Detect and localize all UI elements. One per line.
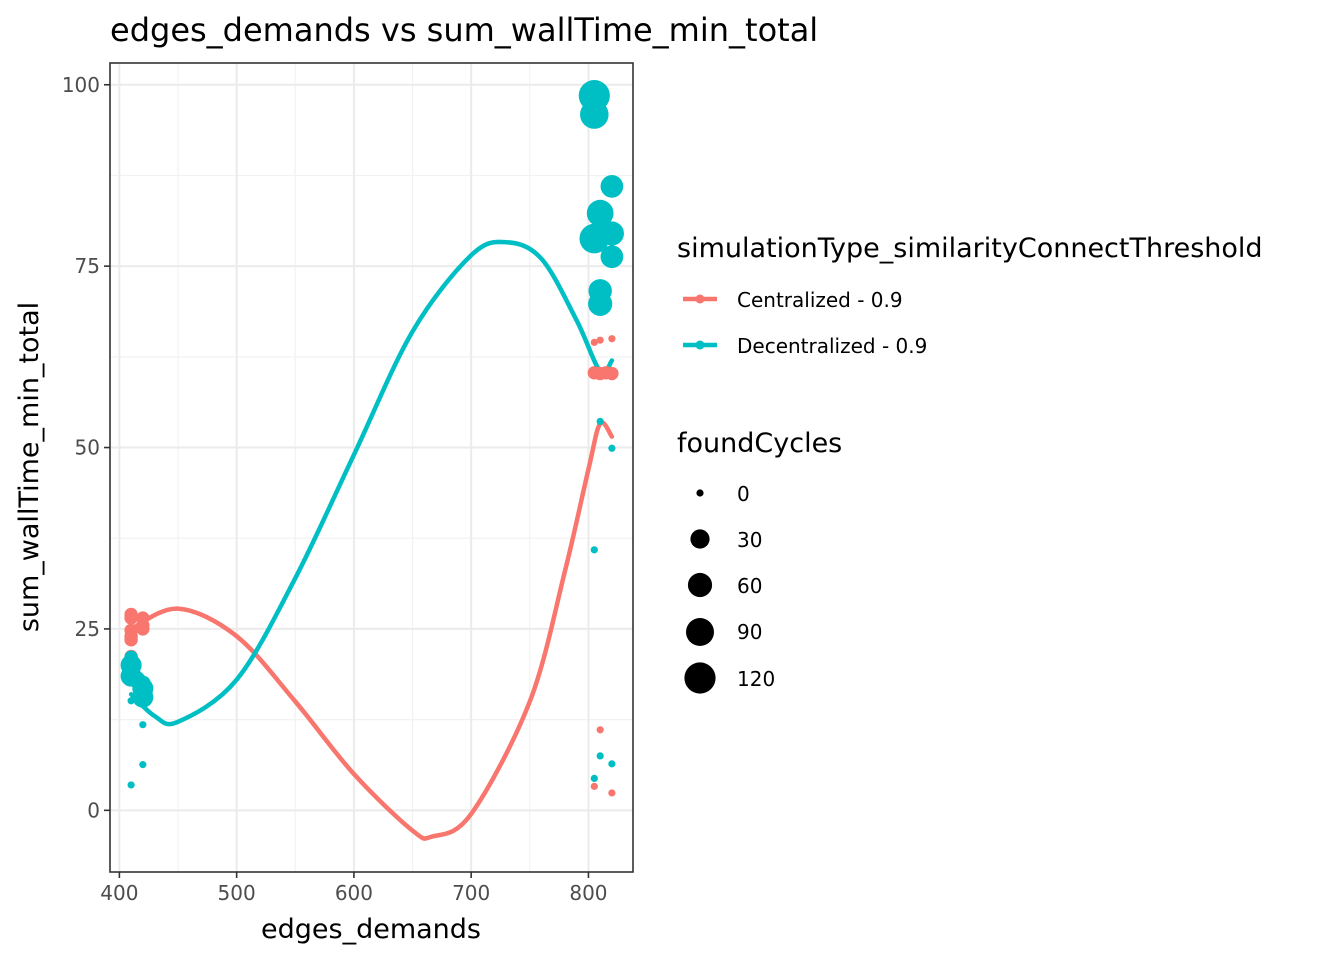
data-point-series-1 bbox=[608, 335, 616, 343]
fit-line-series-1 bbox=[128, 420, 615, 841]
color-legend: simulationType_similarityConnectThreshol… bbox=[677, 233, 1263, 358]
grid-minor bbox=[110, 63, 633, 872]
color-legend-keys bbox=[683, 294, 717, 350]
data-point-series-2 bbox=[590, 774, 598, 783]
y-axis-ticks: 0 25 50 75 100 bbox=[62, 73, 110, 822]
data-point-series-2 bbox=[139, 721, 147, 729]
fit-line-series-2 bbox=[128, 239, 615, 727]
data-point-series-2 bbox=[608, 760, 616, 768]
color-legend-title: simulationType_similarityConnectThreshol… bbox=[677, 233, 1263, 264]
grid-major bbox=[110, 63, 633, 872]
y-tick-label: 0 bbox=[87, 798, 100, 822]
plot-panel bbox=[110, 63, 633, 872]
legend-label-centralized: Centralized - 0.9 bbox=[737, 288, 903, 312]
data-point-series-1 bbox=[124, 633, 138, 647]
x-tick-label: 600 bbox=[335, 881, 373, 905]
x-tick-label: 700 bbox=[452, 881, 490, 905]
data-point-series-1 bbox=[590, 782, 598, 790]
data-point-series-1 bbox=[596, 726, 604, 734]
size-legend-keys bbox=[684, 489, 716, 694]
data-point-series-2 bbox=[127, 781, 135, 789]
legend-key-point-2 bbox=[695, 340, 705, 350]
data-point-series-2 bbox=[590, 546, 598, 554]
data-point-series-2 bbox=[596, 417, 604, 426]
data-point-series-2 bbox=[586, 199, 614, 227]
size-legend-key-90 bbox=[686, 618, 714, 646]
data-point-series-1 bbox=[605, 366, 619, 381]
size-legend-key-0 bbox=[696, 489, 704, 497]
x-axis-title: edges_demands bbox=[261, 914, 481, 945]
data-point-series-2 bbox=[599, 221, 624, 246]
fit-lines bbox=[128, 239, 615, 841]
size-legend-key-30 bbox=[690, 529, 710, 549]
data-point-series-2 bbox=[588, 291, 613, 316]
data-point-series-2 bbox=[600, 245, 624, 269]
data-point-series-2 bbox=[608, 444, 616, 452]
size-legend-key-120 bbox=[684, 662, 716, 694]
x-tick-label: 800 bbox=[569, 881, 607, 905]
size-legend-title: foundCycles bbox=[677, 428, 842, 459]
size-legend-label-60: 60 bbox=[737, 574, 762, 598]
y-tick-label: 100 bbox=[62, 73, 100, 97]
plot-border bbox=[109, 62, 634, 873]
y-axis-title: sum_wallTime_min_total bbox=[14, 302, 45, 632]
data-point-series-2 bbox=[596, 752, 604, 760]
size-legend-label-120: 120 bbox=[737, 667, 775, 691]
legend-label-decentralized: Decentralized - 0.9 bbox=[737, 334, 927, 358]
y-tick-label: 50 bbox=[75, 436, 100, 460]
data-point-series-2 bbox=[600, 174, 624, 198]
y-tick-label: 75 bbox=[75, 254, 100, 278]
legend-key-point-1 bbox=[695, 294, 705, 304]
data-point-series-2 bbox=[580, 100, 609, 129]
size-legend: foundCycles 0 30 60 90 120 bbox=[677, 428, 842, 694]
chart-title: edges_demands vs sum_wallTime_min_total bbox=[110, 11, 818, 49]
size-legend-label-0: 0 bbox=[737, 482, 750, 506]
data-point-series-1 bbox=[608, 789, 616, 797]
size-legend-key-60 bbox=[687, 572, 713, 598]
y-tick-label: 25 bbox=[75, 617, 100, 641]
data-point-series-1 bbox=[596, 336, 604, 344]
data-point-series-1 bbox=[136, 622, 150, 636]
data-point-series-2 bbox=[139, 761, 147, 769]
data-point-series-2 bbox=[132, 686, 154, 708]
data-point-series-1 bbox=[590, 338, 598, 346]
x-tick-label: 400 bbox=[100, 881, 138, 905]
data-point-series-2 bbox=[127, 697, 135, 705]
data-points bbox=[120, 80, 624, 797]
x-tick-label: 500 bbox=[218, 881, 256, 905]
data-point-series-1 bbox=[124, 611, 138, 625]
size-legend-label-90: 90 bbox=[737, 620, 762, 644]
size-legend-label-30: 30 bbox=[737, 528, 762, 552]
x-axis-ticks: 400 500 600 700 800 bbox=[100, 872, 608, 905]
